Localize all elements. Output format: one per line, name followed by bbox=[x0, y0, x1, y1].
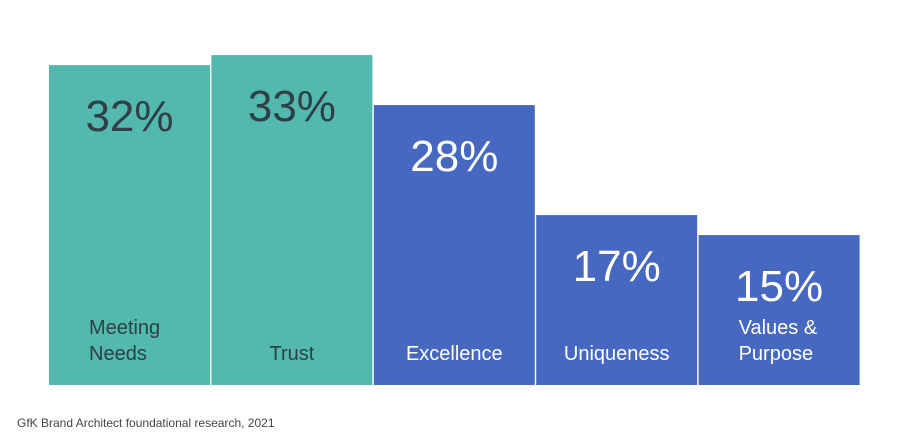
category-label: Meeting Needs bbox=[89, 317, 160, 365]
category-label: Uniqueness bbox=[564, 343, 670, 365]
bar-meeting-needs bbox=[49, 65, 210, 385]
bar-values-purpose bbox=[698, 235, 860, 385]
category-label: Excellence bbox=[406, 343, 503, 365]
value-label: 17% bbox=[573, 242, 661, 291]
category-label: Values & Purpose bbox=[739, 317, 818, 365]
bar-excellence bbox=[373, 105, 535, 385]
bar-uniqueness bbox=[536, 215, 698, 385]
value-label: 32% bbox=[85, 92, 173, 141]
source-note: GfK Brand Architect foundational researc… bbox=[17, 416, 275, 430]
category-label: Trust bbox=[269, 343, 314, 365]
value-label: 28% bbox=[410, 132, 498, 181]
value-label: 33% bbox=[248, 82, 336, 131]
value-label: 15% bbox=[735, 262, 823, 311]
bar-trust bbox=[211, 55, 373, 385]
